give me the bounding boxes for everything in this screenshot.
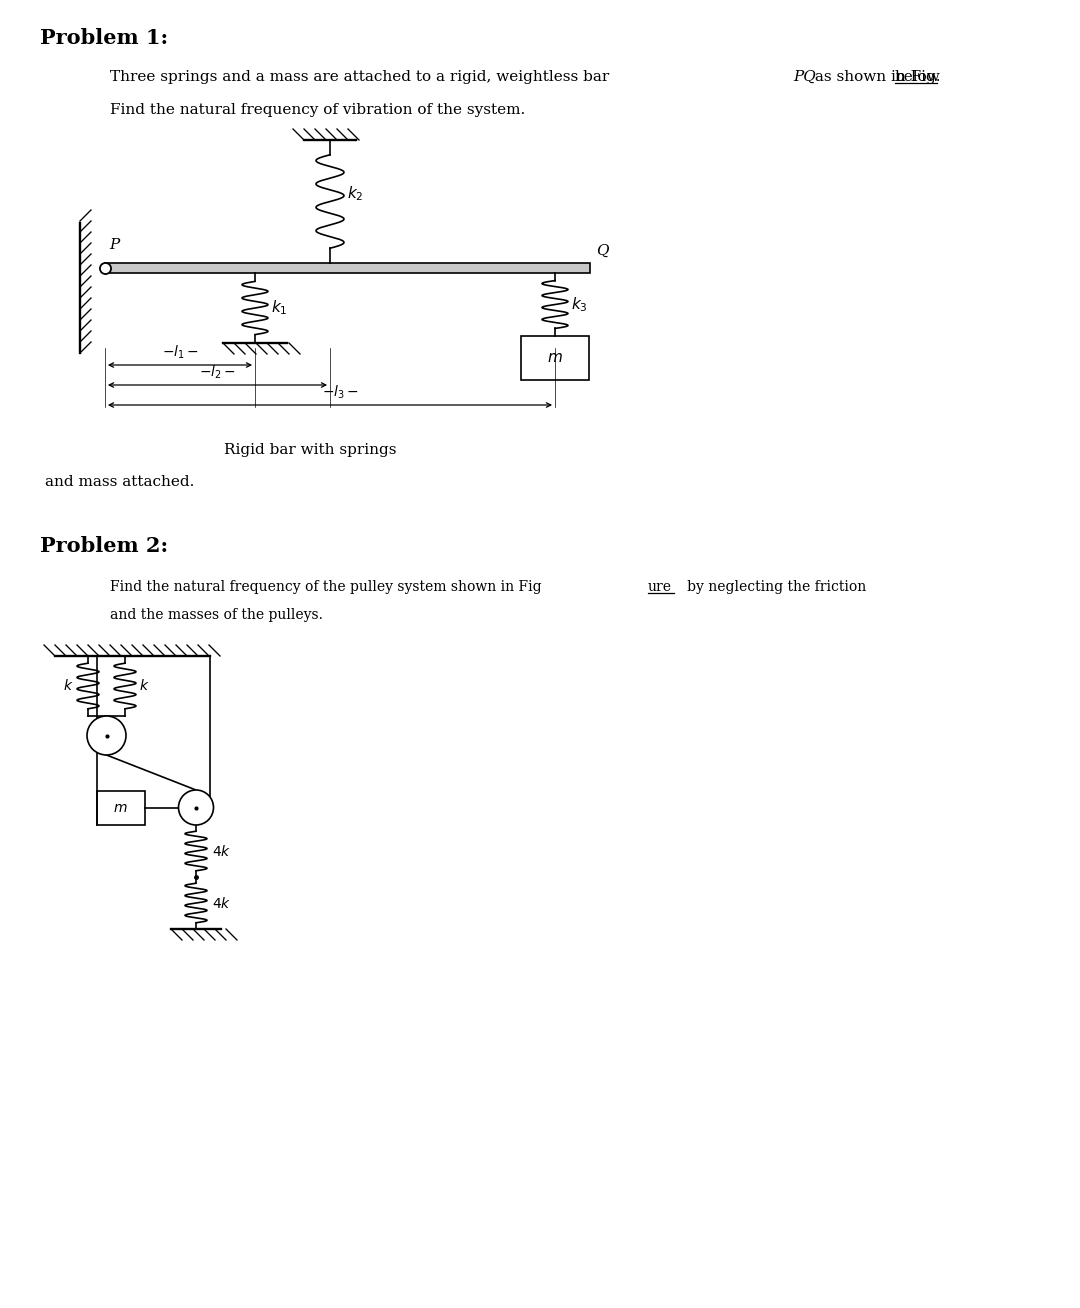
FancyBboxPatch shape bbox=[105, 263, 590, 273]
Text: as shown in Fig.: as shown in Fig. bbox=[810, 71, 945, 84]
Text: $k$: $k$ bbox=[63, 679, 73, 693]
Circle shape bbox=[87, 715, 126, 755]
Text: $m$: $m$ bbox=[113, 800, 127, 815]
Text: $k_1$: $k_1$ bbox=[271, 298, 287, 318]
Text: and mass attached.: and mass attached. bbox=[45, 475, 194, 489]
Text: Q: Q bbox=[596, 245, 608, 258]
Text: $4k$: $4k$ bbox=[212, 896, 231, 910]
Text: Rigid bar with springs: Rigid bar with springs bbox=[224, 443, 396, 456]
Text: $k_2$: $k_2$ bbox=[347, 184, 364, 203]
Text: P: P bbox=[109, 238, 119, 252]
Text: $-l_2-$: $-l_2-$ bbox=[199, 364, 235, 381]
Text: below: below bbox=[895, 71, 941, 84]
Text: and the masses of the pulleys.: and the masses of the pulleys. bbox=[110, 608, 323, 623]
Text: ure: ure bbox=[648, 579, 672, 594]
FancyBboxPatch shape bbox=[96, 790, 145, 824]
Text: $k_3$: $k_3$ bbox=[571, 296, 588, 314]
FancyBboxPatch shape bbox=[521, 336, 589, 381]
Text: $m$: $m$ bbox=[548, 351, 563, 365]
Text: Find the natural frequency of the pulley system shown in Fig: Find the natural frequency of the pulley… bbox=[110, 579, 542, 594]
Text: Find the natural frequency of vibration of the system.: Find the natural frequency of vibration … bbox=[110, 103, 525, 116]
Text: $-l_3-$: $-l_3-$ bbox=[322, 383, 359, 402]
Text: by neglecting the friction: by neglecting the friction bbox=[674, 579, 866, 594]
Text: $-l_1-$: $-l_1-$ bbox=[162, 344, 199, 361]
Text: PQ: PQ bbox=[793, 71, 815, 84]
Text: Three springs and a mass are attached to a rigid, weightless bar: Three springs and a mass are attached to… bbox=[110, 71, 615, 84]
Text: $k$: $k$ bbox=[139, 679, 149, 693]
Text: $4k$: $4k$ bbox=[212, 844, 231, 858]
Circle shape bbox=[178, 790, 214, 825]
Text: Problem 1:: Problem 1: bbox=[40, 27, 168, 48]
Text: Problem 2:: Problem 2: bbox=[40, 536, 168, 556]
